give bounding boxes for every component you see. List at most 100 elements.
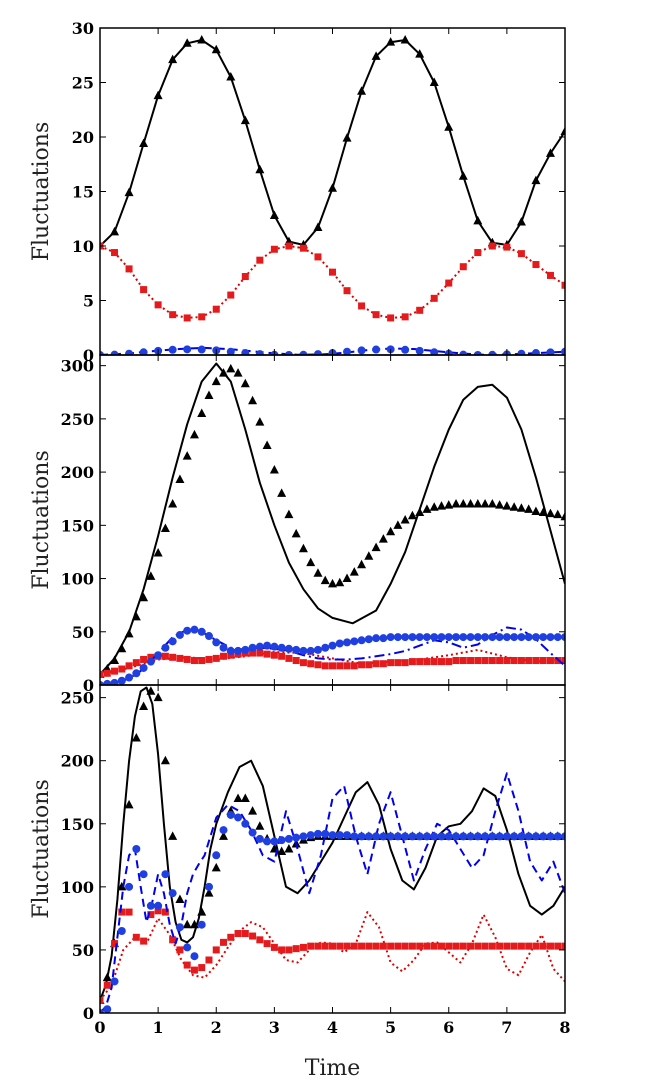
- data-point: [481, 942, 489, 950]
- data-point: [248, 643, 257, 652]
- data-point: [284, 834, 293, 843]
- data-point: [212, 946, 220, 954]
- data-point: [103, 1005, 112, 1013]
- data-point: [100, 1009, 104, 1013]
- data-point: [197, 907, 207, 916]
- data-point: [262, 440, 272, 449]
- data-point: [255, 642, 264, 651]
- series-1-line: [100, 39, 565, 247]
- x-axis-title: Time: [305, 1056, 361, 1081]
- data-point: [292, 657, 300, 665]
- data-point: [342, 133, 352, 142]
- data-point: [146, 686, 156, 695]
- data-point: [372, 832, 381, 841]
- data-point: [407, 510, 417, 520]
- data-point: [386, 832, 395, 841]
- data-point: [161, 908, 169, 916]
- data-point: [459, 633, 468, 642]
- data-point: [459, 263, 467, 271]
- data-point: [220, 938, 228, 946]
- data-point: [488, 942, 496, 950]
- data-point: [299, 646, 308, 655]
- data-point: [509, 502, 519, 511]
- data-point: [357, 346, 366, 355]
- data-point: [329, 268, 336, 276]
- data-point: [553, 509, 563, 519]
- data-point: [531, 832, 540, 841]
- data-point: [100, 351, 104, 355]
- x-tick-label: 8: [559, 1018, 570, 1037]
- y-axis-title: Fluctuations: [29, 779, 54, 919]
- series-line: [100, 772, 565, 1013]
- data-point: [350, 832, 359, 841]
- data-point: [320, 575, 330, 585]
- data-point: [553, 633, 562, 642]
- data-point: [386, 633, 395, 642]
- plot-area: [100, 362, 565, 685]
- series-2-marker: [100, 34, 565, 250]
- data-point: [205, 956, 213, 964]
- data-point: [139, 870, 148, 879]
- data-point: [328, 183, 337, 192]
- data-point: [234, 646, 243, 655]
- data-point: [125, 882, 134, 891]
- data-point: [422, 504, 432, 513]
- data-point: [161, 870, 170, 879]
- data-point: [473, 351, 482, 355]
- data-point: [154, 651, 163, 660]
- data-point: [553, 832, 562, 841]
- data-point: [299, 350, 308, 355]
- data-point: [255, 417, 265, 426]
- data-point: [204, 888, 214, 897]
- data-point: [422, 832, 431, 841]
- data-point: [532, 657, 540, 665]
- data-point: [378, 534, 388, 543]
- data-point: [306, 557, 316, 567]
- data-point: [387, 659, 395, 667]
- data-point: [503, 657, 511, 665]
- data-point: [227, 651, 235, 659]
- data-point: [531, 349, 540, 355]
- data-point: [241, 273, 249, 281]
- data-point: [329, 662, 336, 670]
- data-point: [408, 832, 417, 841]
- data-point: [226, 646, 235, 655]
- data-point: [270, 943, 278, 951]
- data-point: [430, 348, 439, 355]
- data-point: [539, 633, 548, 642]
- data-point: [357, 86, 367, 95]
- data-point: [219, 831, 229, 840]
- data-point: [357, 636, 366, 645]
- data-point: [125, 662, 133, 670]
- data-point: [364, 551, 374, 560]
- y-tick-label: 150: [61, 516, 94, 535]
- data-point: [161, 652, 169, 660]
- data-point: [263, 650, 271, 658]
- data-point: [204, 632, 213, 641]
- data-point: [452, 942, 460, 950]
- data-point: [372, 634, 381, 643]
- data-point: [124, 799, 134, 809]
- data-point: [249, 649, 257, 657]
- data-point: [255, 834, 264, 843]
- series-line: [100, 686, 565, 1001]
- data-point: [408, 942, 416, 950]
- series-5-line: [100, 772, 565, 1013]
- data-point: [248, 806, 258, 815]
- data-point: [146, 657, 155, 666]
- data-point: [459, 350, 468, 355]
- data-point: [321, 643, 330, 652]
- data-point: [168, 637, 177, 646]
- data-point: [205, 655, 213, 663]
- data-point: [531, 175, 541, 185]
- panel-1: 0 5 10 15 20 25 30 Fluctuations: [29, 19, 566, 365]
- data-point: [139, 701, 149, 710]
- data-point: [284, 644, 293, 653]
- data-point: [480, 499, 490, 508]
- data-point: [241, 645, 250, 654]
- data-point: [516, 217, 526, 226]
- data-point: [502, 633, 511, 642]
- data-point: [524, 832, 533, 841]
- x-tick-label: 2: [211, 1018, 222, 1037]
